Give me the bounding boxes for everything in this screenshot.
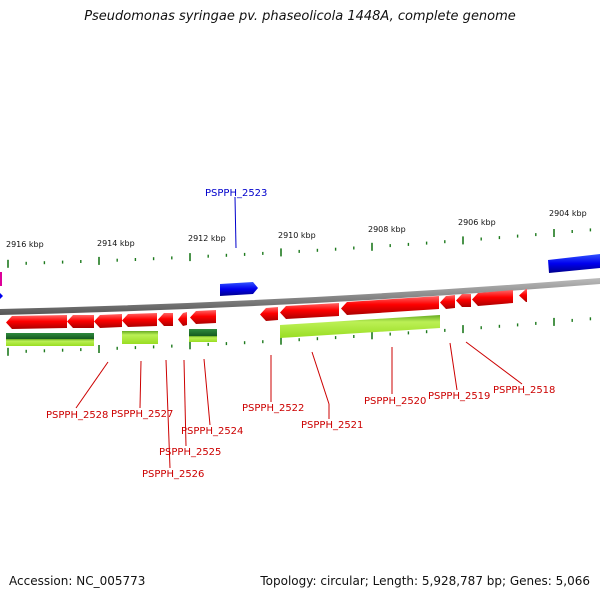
genome-summary-text: Topology: circular; Length: 5,928,787 bp… [260, 574, 590, 588]
gene-pspph-2521[interactable] [280, 303, 339, 319]
gene-pspph-2525b[interactable] [158, 313, 173, 326]
genome-backbone [0, 278, 600, 315]
reverse-genes [6, 289, 527, 329]
gene-label-pspph-2528[interactable]: PSPPH_2528 [46, 410, 108, 421]
leader-lines [75, 196, 523, 469]
cds-bar-2526[interactable] [122, 331, 158, 344]
page-title: Pseudomonas syringae pv. phaseolicola 14… [84, 9, 516, 24]
outer-scale-ticks [7, 228, 592, 268]
gene-label-pspph-2520[interactable]: PSPPH_2520 [364, 396, 426, 407]
scale-label-2914: 2914 kbp [97, 239, 135, 248]
cds-bar-2521[interactable] [280, 315, 440, 338]
gene-pspph-2524b[interactable] [190, 310, 216, 324]
gene-pspph-2519[interactable] [440, 295, 455, 309]
gene-pspph-2524[interactable] [178, 312, 187, 326]
gene-pspph-2526[interactable] [94, 314, 122, 328]
leader-pspph-2524 [203, 358, 211, 426]
gene-label-pspph-2519[interactable]: PSPPH_2519 [428, 391, 490, 402]
gene-label-pspph-2522[interactable]: PSPPH_2522 [242, 403, 304, 414]
leader-pspph-2526 [165, 359, 171, 469]
leader-pspph-2518 [465, 341, 523, 385]
gene-pspph-2528[interactable] [6, 315, 67, 329]
gene-label-pspph-2523[interactable]: PSPPH_2523 [205, 188, 267, 199]
forward-genes [0, 254, 600, 299]
gene-pspph-2522[interactable] [260, 307, 278, 321]
feature-bars [6, 315, 440, 346]
scale-label-2916: 2916 kbp [6, 240, 44, 249]
gene-forward-left-marker[interactable] [0, 272, 2, 286]
gene-pspph-2518[interactable] [472, 290, 513, 306]
scale-label-2906: 2906 kbp [458, 218, 496, 227]
gene-labels: PSPPH_2523 PSPPH_2528 PSPPH_2527 PSPPH_2… [46, 188, 555, 480]
scale-label-2908: 2908 kbp [368, 225, 406, 234]
cds-bar-2528[interactable] [6, 339, 94, 346]
gene-pspph-2519b[interactable] [456, 294, 471, 307]
gene-label-pspph-2524[interactable]: PSPPH_2524 [181, 426, 243, 437]
leader-pspph-2528 [75, 361, 109, 409]
gene-label-pspph-2527[interactable]: PSPPH_2527 [111, 409, 173, 420]
scale-label-2910: 2910 kbp [278, 231, 316, 240]
cds-bar-2524[interactable] [189, 336, 217, 342]
gene-label-pspph-2526[interactable]: PSPPH_2526 [142, 469, 204, 480]
gene-label-pspph-2521[interactable]: PSPPH_2521 [301, 420, 363, 431]
leader-pspph-2519 [449, 342, 458, 391]
leader-pspph-2525 [183, 359, 187, 447]
scale-labels: 2916 kbp 2914 kbp 2912 kbp 2910 kbp 2908… [6, 209, 587, 249]
leader-pspph-2523 [234, 196, 237, 249]
scale-label-2912: 2912 kbp [188, 234, 226, 243]
leader-pspph-2521 [311, 351, 330, 405]
leader-pspph-2527 [139, 360, 142, 409]
gene-forward-left-edge[interactable] [0, 293, 3, 299]
rna-bar-2524[interactable] [189, 329, 217, 336]
gene-pspph-2518b[interactable] [519, 289, 527, 302]
gene-forward-right[interactable] [548, 254, 600, 273]
gene-pspph-2523[interactable] [220, 282, 258, 296]
scale-label-2904: 2904 kbp [549, 209, 587, 218]
inner-scale-ticks [7, 317, 592, 356]
gene-pspph-2520[interactable] [341, 296, 439, 315]
gene-label-pspph-2525[interactable]: PSPPH_2525 [159, 447, 221, 458]
accession-text: Accession: NC_005773 [9, 574, 146, 588]
gene-label-pspph-2518[interactable]: PSPPH_2518 [493, 385, 555, 396]
gene-pspph-2525[interactable] [122, 313, 157, 327]
gene-pspph-2527[interactable] [67, 315, 94, 328]
rna-bar-2528[interactable] [6, 333, 94, 339]
